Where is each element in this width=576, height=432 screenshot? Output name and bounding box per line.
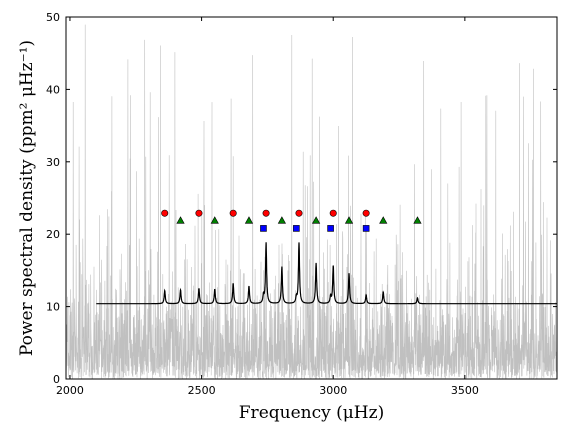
y-tick-label: 50 bbox=[46, 11, 60, 24]
marker-square bbox=[260, 225, 267, 232]
marker-circle bbox=[229, 209, 237, 217]
noise-spectrum bbox=[66, 24, 557, 379]
y-tick-label: 10 bbox=[46, 301, 60, 314]
noise-line bbox=[66, 24, 557, 379]
axis-ticks: 2000 2500 3000 3500 0 10 20 30 40 50 bbox=[46, 11, 557, 397]
x-tick-label: 3500 bbox=[451, 384, 479, 397]
marker-triangle bbox=[344, 216, 354, 224]
marker-triangle bbox=[379, 216, 388, 224]
marker-circle bbox=[329, 209, 337, 217]
marker-circle bbox=[295, 209, 303, 217]
marker-triangle bbox=[311, 216, 321, 224]
marker-triangle bbox=[413, 216, 422, 224]
marker-circle bbox=[195, 209, 203, 217]
marker-square bbox=[327, 225, 334, 232]
fit-curve-layer bbox=[96, 242, 557, 305]
y-axis-label-main: Power spectral density bbox=[17, 159, 37, 356]
x-tick-label: 2000 bbox=[56, 384, 84, 397]
marker-triangle bbox=[277, 216, 286, 224]
plot-frame bbox=[65, 16, 558, 380]
y-axis-label: Power spectral density (ppm² μHz⁻¹) bbox=[17, 40, 37, 356]
y-tick-label: 0 bbox=[53, 373, 60, 386]
marker-square bbox=[362, 225, 370, 232]
y-tick-label: 30 bbox=[46, 156, 60, 169]
fit-curve bbox=[96, 242, 557, 305]
marker-triangle bbox=[244, 216, 254, 224]
x-tick-label: 2500 bbox=[188, 384, 216, 397]
mode-markers bbox=[161, 209, 422, 232]
x-tick-label: 3000 bbox=[319, 384, 347, 397]
x-axis-label-main: Frequency bbox=[239, 403, 331, 423]
x-axis-label: Frequency (μHz) bbox=[239, 403, 384, 423]
y-axis-label-unit: (ppm² μHz⁻¹) bbox=[17, 40, 37, 154]
marker-triangle bbox=[210, 216, 219, 224]
marker-triangle bbox=[176, 216, 185, 224]
marker-circle bbox=[161, 209, 169, 217]
marker-square bbox=[293, 225, 300, 232]
y-tick-label: 40 bbox=[46, 83, 60, 96]
y-tick-label: 20 bbox=[46, 228, 60, 241]
marker-circle bbox=[262, 209, 270, 217]
marker-circle bbox=[362, 209, 370, 217]
x-axis-label-unit: (μHz) bbox=[336, 403, 384, 423]
